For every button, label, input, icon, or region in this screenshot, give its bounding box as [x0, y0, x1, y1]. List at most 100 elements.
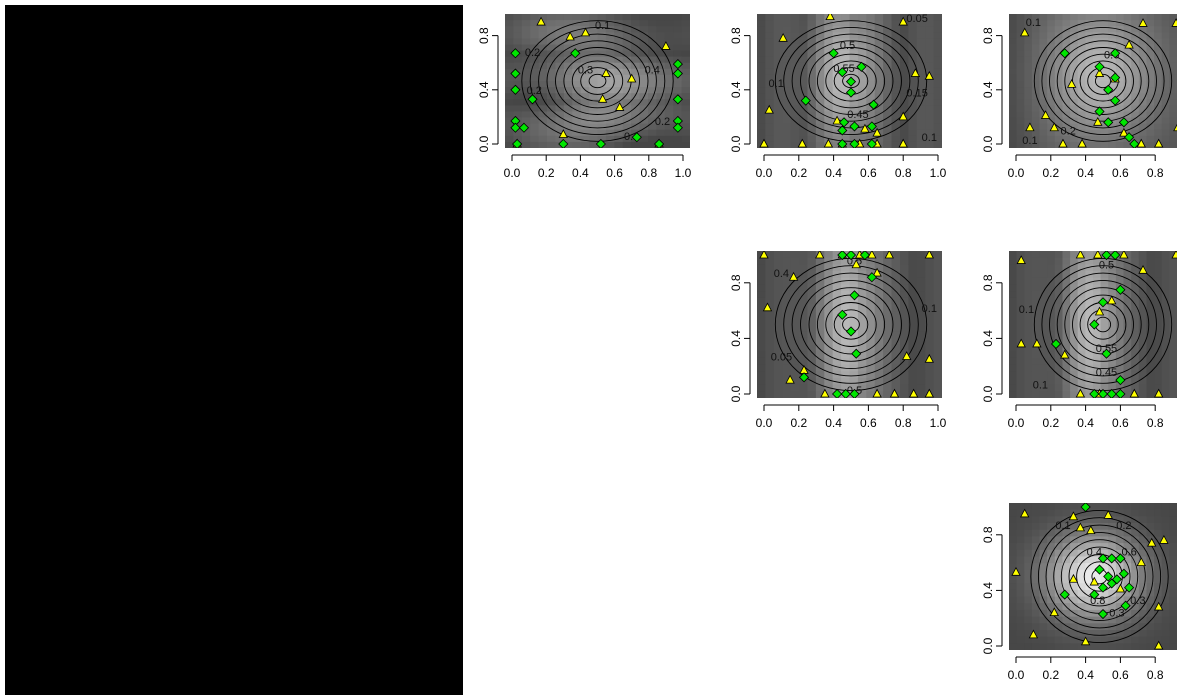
heat-cell — [1085, 516, 1094, 524]
heat-cell — [790, 297, 800, 306]
heat-cell — [631, 99, 641, 106]
triangle-marker — [1040, 110, 1051, 119]
heat-cell — [505, 81, 514, 88]
x-tick-label: 1.0 — [675, 166, 692, 180]
heat-cell — [1039, 271, 1048, 279]
heat-cell — [790, 32, 800, 39]
heat-cell — [1085, 311, 1094, 319]
heat-cell — [664, 99, 674, 106]
heat-cell — [824, 297, 834, 306]
heat-cell — [530, 141, 540, 148]
heat-cell — [773, 32, 783, 39]
heat-cell — [1039, 630, 1048, 638]
heat-cell — [757, 56, 766, 64]
heat-cell — [765, 68, 775, 76]
heat-cell — [790, 378, 800, 386]
heat-cell — [874, 68, 884, 76]
heat-cell — [1161, 14, 1170, 21]
heat-cell — [1054, 351, 1063, 359]
heat-cell — [790, 99, 800, 106]
heat-cell — [900, 26, 909, 33]
heat-cell — [538, 129, 548, 137]
heat-cell — [908, 129, 918, 137]
heat-cell — [1039, 297, 1048, 306]
heat-cell — [1138, 384, 1147, 392]
heat-cell — [1031, 257, 1041, 265]
heat-cell — [1047, 331, 1056, 339]
heat-cell — [832, 304, 842, 312]
heat-cell — [1047, 569, 1056, 578]
heat-cell — [1062, 141, 1071, 148]
heat-cell — [1138, 74, 1147, 82]
heat-cell — [1039, 609, 1048, 618]
heat-cell — [1009, 74, 1018, 82]
heat-cell — [563, 68, 573, 76]
heat-cell — [1039, 50, 1048, 58]
heat-cell — [891, 291, 901, 299]
x-tick-label: 0.6 — [1112, 166, 1129, 180]
heat-cell — [1085, 351, 1094, 359]
heat-cell — [1085, 391, 1094, 398]
heat-cell — [874, 87, 884, 94]
heat-cell — [1016, 378, 1025, 386]
triangle-marker — [1025, 122, 1035, 132]
heat-cell — [807, 105, 817, 113]
heat-cell — [1085, 284, 1094, 292]
heat-cell — [824, 93, 834, 100]
diamond-marker — [1118, 117, 1129, 128]
heat-cell — [1154, 543, 1163, 551]
heat-cell — [1024, 93, 1033, 100]
heat-cell — [1054, 304, 1063, 312]
heat-cell — [639, 50, 649, 58]
heat-cell — [765, 371, 775, 379]
heat-cell — [1108, 62, 1117, 70]
heat-cell — [1054, 264, 1063, 272]
heat-cell — [1169, 609, 1177, 618]
y-tick-label: 0.8 — [981, 526, 995, 543]
heat-cell — [563, 123, 573, 131]
heat-cell — [505, 74, 514, 82]
heat-cell — [631, 105, 641, 113]
heat-cell — [874, 14, 884, 21]
heat-cell — [1161, 38, 1170, 46]
heat-cell — [1138, 529, 1147, 537]
heat-cell — [925, 62, 935, 70]
triangle-marker — [1094, 306, 1105, 316]
heat-cell — [916, 251, 926, 259]
heat-cell — [1039, 603, 1048, 611]
heat-cell — [1024, 616, 1033, 624]
heat-cell — [530, 123, 540, 131]
heat-cell — [614, 141, 624, 148]
heat-cell — [1093, 87, 1102, 94]
heat-cell — [572, 123, 582, 131]
heat-cell — [849, 32, 859, 39]
heat-cell — [1077, 378, 1086, 386]
heat-cell — [908, 257, 918, 265]
heat-cell — [521, 129, 531, 137]
heat-cell — [925, 291, 935, 299]
heat-cell — [1070, 623, 1079, 631]
diamond-marker — [1129, 138, 1140, 148]
heat-cell — [1161, 291, 1170, 299]
heat-cell — [1031, 291, 1041, 299]
heat-cell — [849, 324, 859, 332]
heat-cell — [900, 344, 909, 352]
x-tick-label: 0.8 — [1147, 166, 1164, 180]
heat-cell — [1009, 271, 1018, 279]
heat-cell — [1115, 503, 1125, 511]
heat-cell — [908, 284, 918, 292]
heat-cell — [1085, 117, 1094, 125]
heat-cell — [883, 20, 893, 27]
heat-cell — [891, 384, 901, 392]
heat-cell — [631, 87, 641, 94]
heat-cell — [1054, 44, 1063, 52]
heat-cell — [1115, 81, 1125, 88]
heat-cell — [1062, 344, 1071, 352]
heat-cell — [1146, 371, 1155, 379]
x-axis: 0.0 0.2 0.4 0.6 0.8 1.0 — [756, 154, 947, 180]
heat-cell — [1009, 616, 1018, 624]
heat-cell — [589, 81, 599, 88]
heat-cell — [799, 291, 808, 299]
heat-cell — [1115, 105, 1125, 113]
heat-cell — [1054, 523, 1063, 531]
